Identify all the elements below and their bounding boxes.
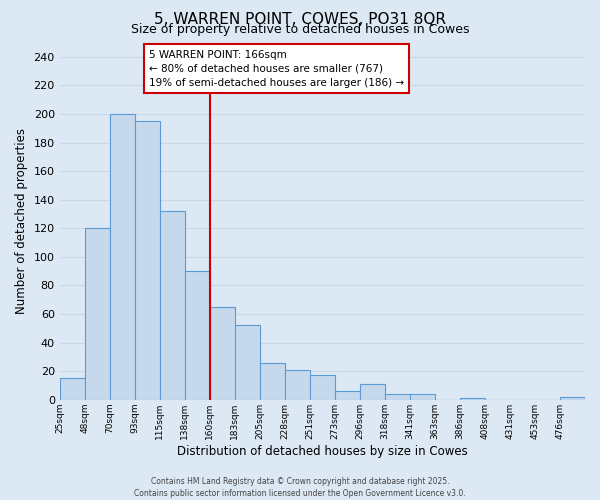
Text: Contains HM Land Registry data © Crown copyright and database right 2025.
Contai: Contains HM Land Registry data © Crown c… [134, 476, 466, 498]
Bar [110, 114, 135, 400]
Bar [285, 370, 310, 400]
Bar [59, 378, 85, 400]
X-axis label: Distribution of detached houses by size in Cowes: Distribution of detached houses by size … [177, 444, 468, 458]
Text: 5, WARREN POINT, COWES, PO31 8QR: 5, WARREN POINT, COWES, PO31 8QR [154, 12, 446, 28]
Bar [360, 384, 385, 400]
Bar [135, 121, 160, 400]
Bar [185, 271, 210, 400]
Bar [160, 211, 185, 400]
Bar [410, 394, 435, 400]
Bar [385, 394, 410, 400]
Y-axis label: Number of detached properties: Number of detached properties [15, 128, 28, 314]
Text: Size of property relative to detached houses in Cowes: Size of property relative to detached ho… [131, 22, 469, 36]
Bar [560, 397, 585, 400]
Bar [260, 362, 285, 400]
Bar [335, 391, 360, 400]
Text: 5 WARREN POINT: 166sqm
← 80% of detached houses are smaller (767)
19% of semi-de: 5 WARREN POINT: 166sqm ← 80% of detached… [149, 50, 404, 88]
Bar [210, 307, 235, 400]
Bar [235, 326, 260, 400]
Bar [85, 228, 110, 400]
Bar [310, 376, 335, 400]
Bar [460, 398, 485, 400]
